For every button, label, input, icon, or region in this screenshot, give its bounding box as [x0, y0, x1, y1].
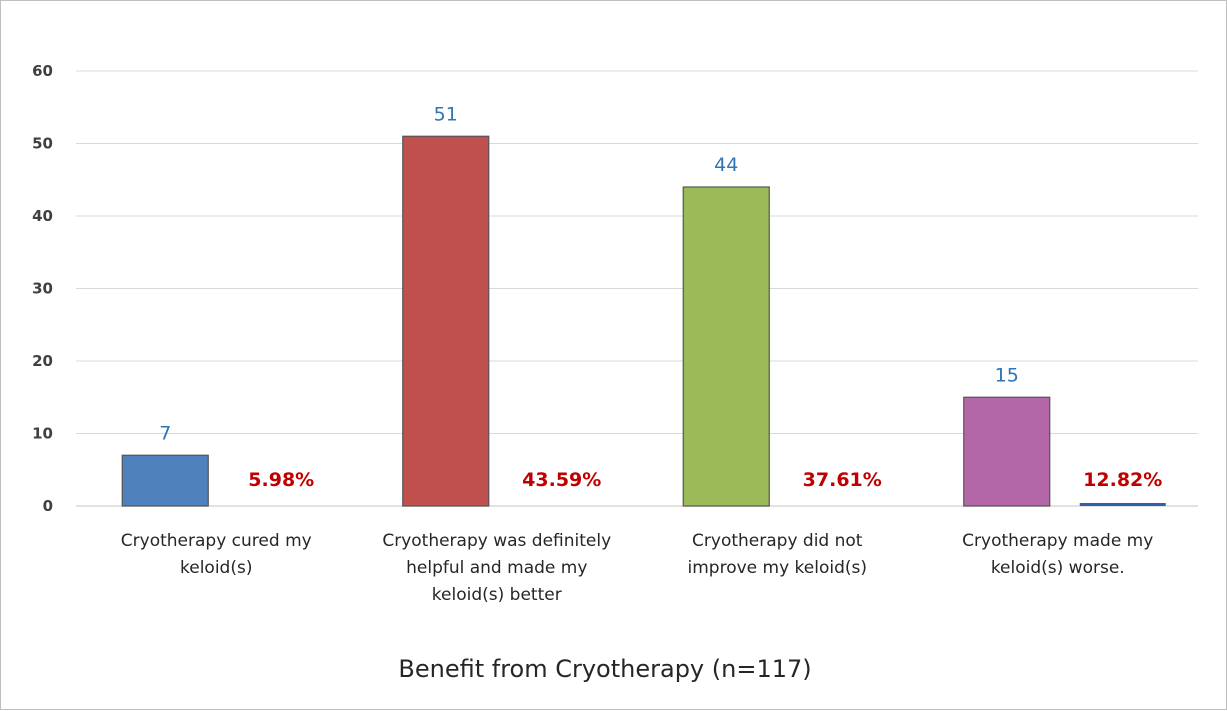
data-label-percent-2: 37.61% [803, 469, 882, 491]
bar-count-1 [402, 135, 490, 507]
y-tick-label-0: 0 [43, 497, 53, 515]
y-tick-label-60: 60 [32, 62, 53, 80]
bar-count-3 [963, 396, 1051, 507]
x-category-label-3-line-1: keloid(s) worse. [991, 558, 1125, 578]
data-label-count-2: 44 [714, 154, 738, 176]
y-tick-label-10: 10 [32, 425, 53, 443]
chart-title: Benefit from Cryotherapy (n=117) [398, 655, 811, 683]
data-label-count-1: 51 [434, 103, 458, 125]
x-category-label-1-line-0: Cryotherapy was definitely [382, 531, 611, 551]
x-category-label-2-line-0: Cryotherapy did not [692, 531, 863, 551]
x-category-label-1-line-1: helpful and made my [406, 558, 587, 578]
x-category-label-0-line-0: Cryotherapy cured my [121, 531, 312, 551]
x-category-label-3-line-0: Cryotherapy made my [962, 531, 1153, 551]
bar-count-0 [121, 454, 209, 507]
x-category-label-0-line-1: keloid(s) [180, 558, 252, 578]
y-tick-label-40: 40 [32, 207, 53, 225]
y-tick-label-30: 30 [32, 280, 53, 298]
data-label-percent-1: 43.59% [522, 469, 601, 491]
data-label-count-3: 15 [995, 364, 1019, 386]
bar-percent-3 [1079, 503, 1166, 506]
data-label-percent-0: 5.98% [248, 469, 314, 491]
data-label-percent-3: 12.82% [1083, 469, 1162, 491]
data-label-count-0: 7 [159, 422, 171, 444]
x-category-label-1-line-2: keloid(s) better [432, 585, 562, 605]
y-tick-label-20: 20 [32, 352, 53, 370]
x-category-label-2-line-1: improve my keloid(s) [688, 558, 868, 578]
bar-count-2 [682, 186, 770, 507]
y-tick-label-50: 50 [32, 135, 53, 153]
